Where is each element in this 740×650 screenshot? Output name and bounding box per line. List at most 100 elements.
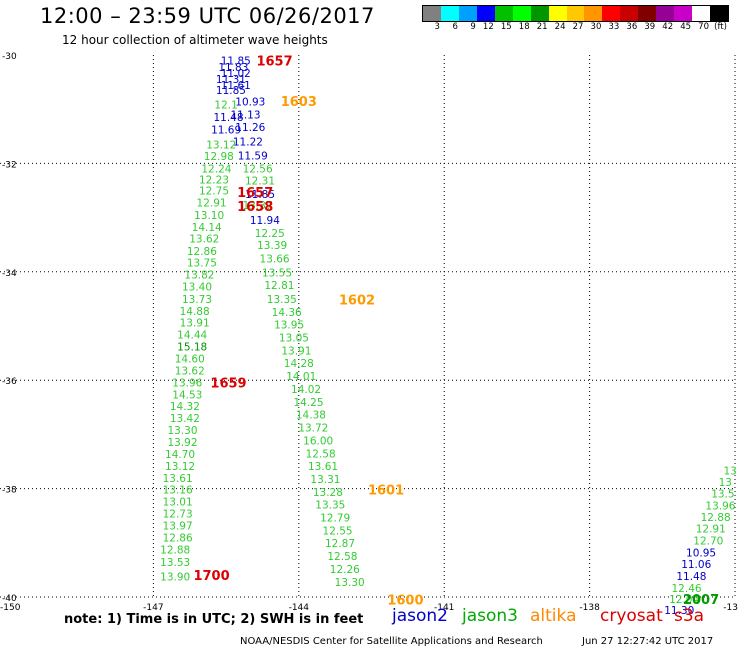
color-swatch [494, 6, 513, 21]
swh-value-label: 12.55 [323, 525, 353, 537]
pass-time-label: 1601 [368, 484, 404, 499]
pass-time-label: 1659 [210, 376, 246, 391]
swh-value-label: 13.62 [175, 365, 205, 377]
legend-entry-s3a: s3a [674, 606, 705, 626]
swh-value-label: 12.58 [306, 448, 336, 460]
swh-value-label: 13.30 [335, 577, 365, 589]
swh-value-label: 13.37 [243, 200, 273, 212]
color-scale-label: 36 [626, 22, 638, 32]
swh-value-label: 13.96 [705, 500, 735, 512]
color-scale-label: 21 [536, 22, 548, 32]
swh-value-label: 13.31 [310, 474, 340, 486]
color-swatch [512, 6, 531, 21]
y-tick-label: -40 [2, 594, 17, 604]
swh-value-label: 13.01 [163, 497, 193, 509]
swh-value-label: 12.04 [669, 594, 699, 606]
swh-value-label: 13.92 [167, 437, 197, 449]
swh-value-label: 11.69 [211, 124, 241, 136]
swh-value-label: 11.61 [221, 80, 251, 92]
color-swatch [638, 6, 657, 21]
color-scale-labels: 3 6 9 12 15 18 21 24 27 30 33 36 39 42 45 70 (ft) [422, 22, 727, 34]
swh-value-label: 10.95 [686, 548, 716, 560]
swh-value-label: 14.14 [192, 222, 222, 234]
color-scale-label: 3 [434, 22, 440, 32]
swh-value-label: 13.61 [163, 473, 193, 485]
y-tick-label: -34 [2, 269, 17, 279]
swh-value-label: 13.82 [184, 270, 214, 282]
swh-value-label: 11.13 [230, 110, 260, 122]
swh-value-label: 13.90 [160, 571, 190, 583]
swh-value-label: 14.36 [272, 307, 302, 319]
chart-title: 12:00 – 23:59 UTC 06/26/2017 [40, 4, 375, 28]
swh-value-label: 16.00 [303, 435, 333, 447]
swh-value-label: 13.97 [163, 520, 193, 532]
swh-value-label: 14.32 [170, 401, 200, 413]
footer-credit: NOAA/NESDIS Center for Satellite Applica… [240, 636, 543, 647]
swh-value-label: 12.73 [163, 509, 193, 521]
x-tick-label: -150 [0, 603, 21, 613]
pass-time-label: 1700 [193, 569, 229, 584]
swh-value-label: 11.83 [218, 62, 248, 74]
swh-value-label: 14.70 [165, 449, 195, 461]
swh-value-label: 11.48 [213, 112, 243, 124]
swh-value-label: 13.28 [313, 487, 343, 499]
swh-value-label: 13.35 [315, 499, 345, 511]
color-scale-label: 6 [452, 22, 458, 32]
swh-value-label: 12.70 [693, 536, 723, 548]
color-scale-label: 33 [608, 22, 620, 32]
swh-value-label: 13.05 [279, 332, 309, 344]
y-tick-label: -32 [2, 160, 17, 170]
color-swatch [584, 6, 603, 21]
color-swatch [692, 6, 710, 21]
y-tick-label: -38 [2, 486, 17, 496]
swh-value-label: 14.53 [172, 389, 202, 401]
swh-value-label: 14.28 [284, 358, 314, 370]
color-swatch [476, 6, 495, 21]
color-swatch [548, 6, 567, 21]
swh-value-label: 12.91 [696, 524, 726, 536]
pass-time-label: 1602 [339, 293, 375, 308]
swh-value-label: 12.1 [214, 99, 237, 111]
swh-value-label: 11.26 [235, 122, 265, 134]
color-swatch [566, 6, 585, 21]
swh-value-label: 12.46 [672, 583, 702, 595]
color-swatch [423, 6, 441, 21]
swh-value-label: 13.96 [172, 377, 202, 389]
swh-value-label: 11.85 [221, 55, 251, 67]
swh-value-label: 11.22 [233, 137, 263, 149]
x-tick-label: -138 [579, 603, 600, 613]
swh-value-label: 13.12 [206, 139, 236, 151]
color-swatch [710, 6, 728, 21]
color-scale-label: (ft) [714, 22, 727, 32]
swh-value-label: 12.23 [199, 175, 229, 187]
swh-value-label: 13.73 [182, 294, 212, 306]
color-scale-label: 18 [518, 22, 530, 32]
swh-value-label: 12.88 [160, 544, 190, 556]
swh-value-label: 11.59 [238, 150, 268, 162]
swh-value-label: 13 [723, 466, 736, 478]
swh-value-label: 14.02 [291, 384, 321, 396]
color-scale-bar [422, 5, 729, 22]
swh-value-label: 13.62 [189, 234, 219, 246]
swh-value-label: 11.85 [216, 85, 246, 97]
pass-time-label: 1603 [281, 95, 317, 110]
swh-value-label: 12.86 [187, 246, 217, 258]
legend-entry-altika: altika [530, 606, 577, 626]
swh-value-label: 11.06 [681, 559, 711, 571]
color-scale-label: 30 [590, 22, 602, 32]
swh-value-label: 12.31 [245, 176, 275, 188]
swh-value-label: 12.87 [325, 538, 355, 550]
swh-value-label: 13.12 [165, 461, 195, 473]
color-scale-label: 42 [662, 22, 674, 32]
swh-value-label: 13.39 [257, 240, 287, 252]
swh-value-label: 12.81 [264, 280, 294, 292]
pass-time-label: 1657 [256, 54, 292, 69]
swh-value-label: 12.26 [330, 564, 360, 576]
swh-value-label: 13.42 [170, 413, 200, 425]
swh-value-label: 12.25 [255, 228, 285, 240]
swh-value-label: 12.24 [201, 163, 231, 175]
swh-value-label: 13.72 [298, 422, 328, 434]
swh-value-label: 13.91 [180, 318, 210, 330]
swh-value-label: 13.40 [182, 281, 212, 293]
swh-value-label: 11.02 [221, 68, 251, 80]
